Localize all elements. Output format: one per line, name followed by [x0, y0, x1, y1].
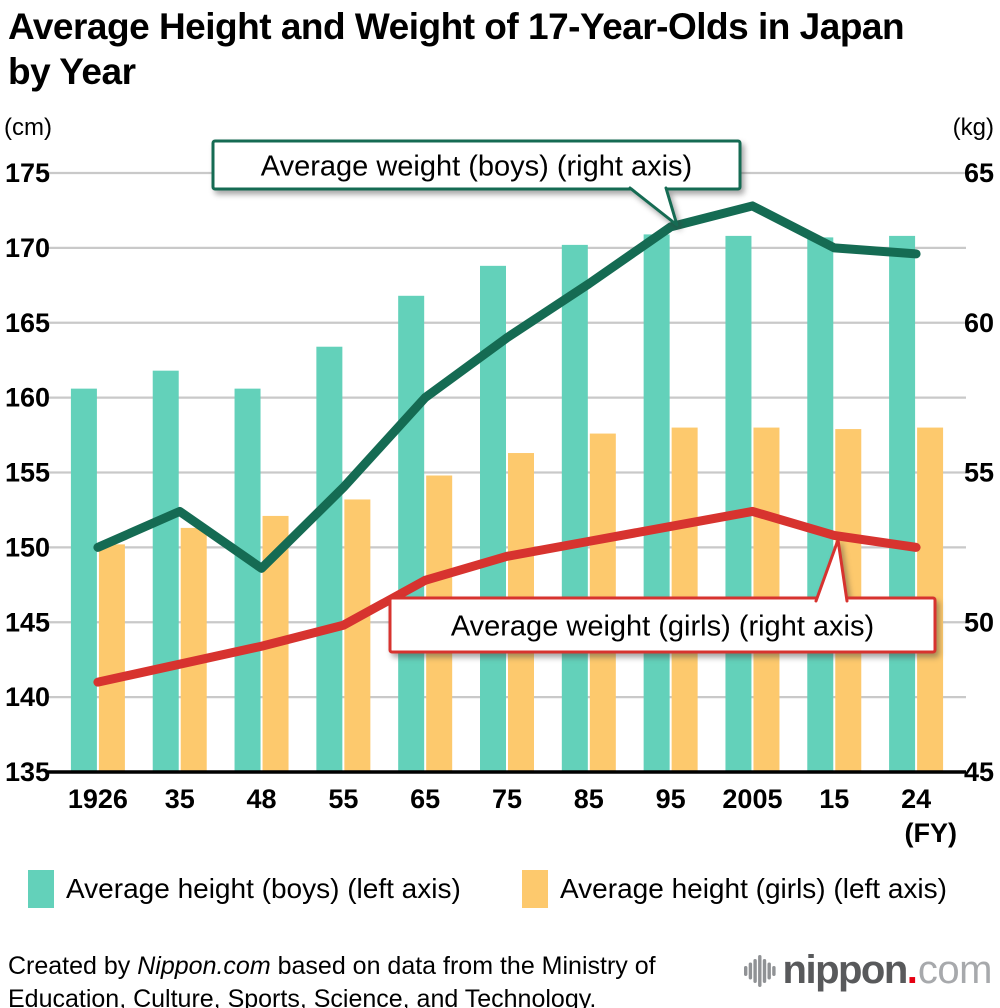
bar-height-boys — [889, 235, 916, 773]
legend-item-height-boys: Average height (boys) (left axis) — [28, 868, 461, 910]
x-axis-tick-label: 2005 — [722, 784, 782, 814]
logo-word: nippon — [782, 948, 909, 992]
nippon-com-logo: nippon. com — [743, 948, 993, 993]
x-axis-tick-label: 15 — [819, 784, 849, 814]
x-axis-tick-label: 85 — [574, 784, 604, 814]
annotation-weight-girls: Average weight (girls) (right axis) — [388, 538, 937, 654]
combo-chart: 175 170 165 160 155 150 145 140 135 65 60 55 50 45 192… — [5, 139, 994, 848]
annotation-weight-girls-label: Average weight (girls) (right axis) — [451, 611, 874, 643]
line-weight-boys — [93, 201, 921, 573]
right-axis-tick-label: 55 — [964, 458, 994, 488]
x-axis-tick-label: 35 — [165, 784, 195, 814]
left-axis-unit-label: (cm) — [4, 114, 52, 141]
x-axis-tick-label: 95 — [656, 784, 686, 814]
line-weight-girls — [93, 506, 921, 687]
credit-brand: Nippon.com — [137, 952, 271, 980]
annotation-weight-boys: Average weight (boys) (right axis) — [211, 139, 742, 227]
legend-item-height-girls: Average height (girls) (left axis) — [522, 868, 947, 910]
x-axis-tick-label: 1926 — [68, 784, 128, 814]
x-axis-tick-label: 65 — [410, 784, 440, 814]
left-axis-tick-label: 140 — [5, 682, 50, 712]
annotation-weight-girls-tail — [814, 538, 849, 603]
annotation-weight-boys-box — [211, 139, 742, 191]
x-axis-tick-label: 55 — [328, 784, 358, 814]
source-credit: Created by Nippon.com based on data from… — [8, 950, 668, 1008]
bar-height-boys — [398, 295, 425, 773]
left-axis-tick-label: 170 — [5, 233, 50, 263]
left-axis-tick-label: 175 — [5, 158, 50, 188]
logo-tld: com — [917, 948, 993, 992]
annotation-weight-boys-tail — [628, 186, 679, 227]
legend-label-boys: Average height (boys) (left axis) — [66, 873, 461, 904]
left-axis-tick-label: 160 — [5, 383, 50, 413]
right-axis-tick-label: 45 — [964, 757, 994, 787]
bar-height-boys — [561, 244, 588, 773]
annotation-weight-girls-box — [388, 596, 937, 654]
soundwave-icon — [743, 954, 776, 987]
x-axis-tick-label: 48 — [247, 784, 277, 814]
right-axis-tick-label: 60 — [964, 308, 994, 338]
legend-label-girls: Average height (girls) (left axis) — [560, 873, 947, 904]
bar-height-boys — [807, 237, 834, 773]
credit-prefix: Created by — [8, 952, 138, 980]
right-axis-tick-label: 65 — [964, 158, 994, 188]
bar-height-girls — [344, 499, 371, 773]
legend-swatch-girls — [522, 870, 548, 908]
bar-height-boys — [643, 234, 670, 773]
bar-height-girls — [98, 544, 125, 773]
annotation-weight-boys-label: Average weight (boys) (right axis) — [261, 151, 692, 183]
left-axis-tick-label: 145 — [5, 607, 50, 637]
credit-suffix: based on data from the Ministry of Educa… — [8, 952, 656, 1008]
bar-height-boys — [234, 388, 261, 773]
legend-swatch-boys — [28, 870, 54, 908]
x-axis-tick-label: 75 — [492, 784, 522, 814]
x-axis-unit-label: (FY) — [905, 818, 957, 848]
left-axis-tick-label: 165 — [5, 308, 50, 338]
page-title: Average Height and Weight of 17-Year-Old… — [8, 6, 905, 93]
left-axis-tick-label: 155 — [5, 458, 50, 488]
bar-height-boys — [316, 346, 343, 773]
right-axis-unit-label: (kg) — [952, 114, 994, 141]
x-axis-tick-label: 24 — [901, 784, 931, 814]
left-axis-tick-label: 150 — [5, 532, 50, 562]
bar-height-boys — [70, 388, 97, 773]
logo-dot: . — [906, 948, 918, 992]
bar-height-boys — [152, 370, 179, 773]
right-axis-tick-label: 50 — [964, 607, 994, 637]
bar-height-boys — [725, 235, 752, 773]
left-axis-tick-label: 135 — [5, 757, 50, 787]
bar-height-girls — [180, 527, 207, 773]
